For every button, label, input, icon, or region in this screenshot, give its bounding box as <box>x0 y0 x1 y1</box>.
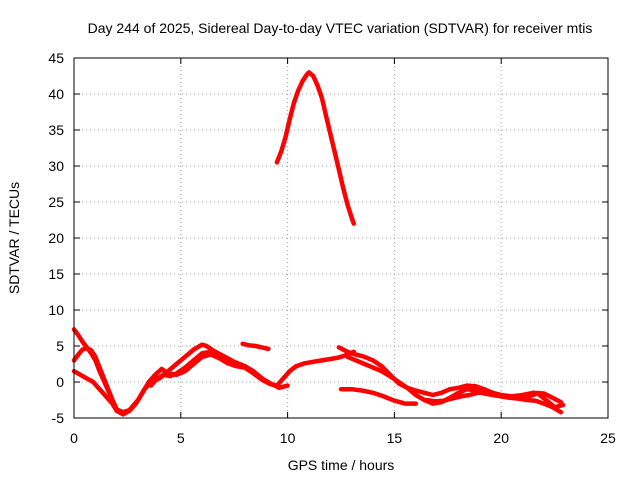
y-tick-label: 0 <box>56 374 64 390</box>
x-tick-label: 25 <box>600 430 616 446</box>
y-tick-label: 45 <box>48 50 64 66</box>
y-tick-label: 35 <box>48 122 64 138</box>
series-line-arc-9 <box>424 390 566 410</box>
series-line-arc-8 <box>338 386 419 406</box>
y-tick-label: 5 <box>56 338 64 354</box>
series-line-arc-7 <box>345 354 564 415</box>
y-tick-label: 15 <box>48 266 64 282</box>
x-tick-label: 15 <box>387 430 403 446</box>
x-tick-label: 20 <box>493 430 509 446</box>
x-tick-label: 5 <box>177 430 185 446</box>
series-line-arc-3 <box>71 345 124 416</box>
y-tick-label: 40 <box>48 86 64 102</box>
y-tick-label: 25 <box>48 194 64 210</box>
axis-ticks: 0 5 10 15 20 25 -5 0 5 10 15 20 25 30 35 40 45 <box>48 50 616 446</box>
x-tick-label: 0 <box>70 430 78 446</box>
x-tick-label: 10 <box>280 430 296 446</box>
series-line-arc-peak <box>274 70 357 226</box>
data-series <box>71 70 566 417</box>
y-tick-label: 30 <box>48 158 64 174</box>
grid-lines <box>74 58 608 418</box>
y-axis-label: SDTVAR / TECUs <box>6 182 22 294</box>
series-line-arc-4 <box>148 349 290 391</box>
x-axis-label: GPS time / hours <box>288 457 395 473</box>
y-tick-label: -5 <box>52 410 65 426</box>
chart-title: Day 244 of 2025, Sidereal Day-to-day VTE… <box>88 20 593 36</box>
y-tick-label: 20 <box>48 230 64 246</box>
y-tick-label: 10 <box>48 302 64 318</box>
series-line-arc-6 <box>336 345 564 405</box>
series-line-arc-5 <box>240 341 271 352</box>
